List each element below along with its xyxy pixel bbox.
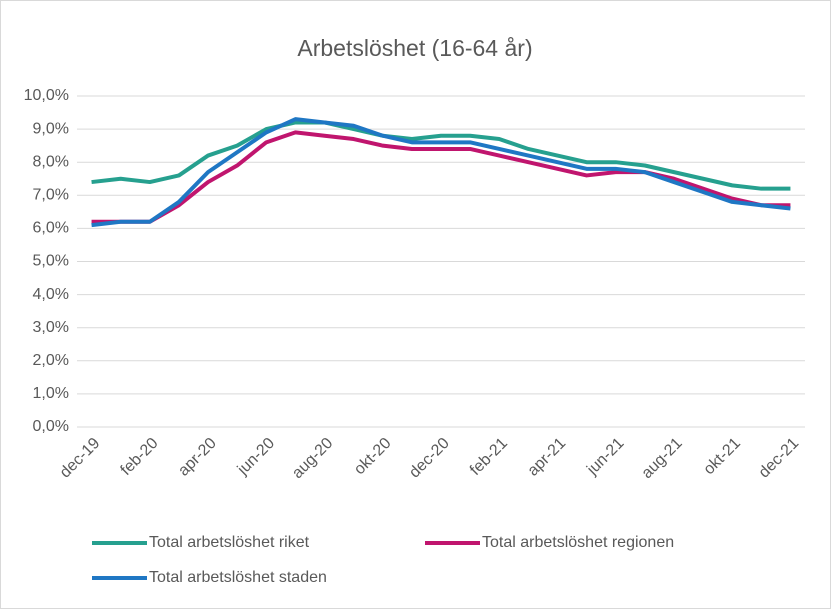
y-tick-label: 3,0% bbox=[33, 319, 69, 336]
y-tick-label: 8,0% bbox=[33, 153, 69, 170]
y-tick-label: 6,0% bbox=[33, 220, 69, 237]
chart-title: Arbetslöshet (16-64 år) bbox=[297, 35, 532, 61]
y-tick-label: 5,0% bbox=[33, 253, 69, 270]
y-tick-label: 9,0% bbox=[33, 120, 69, 137]
y-tick-label: 4,0% bbox=[33, 286, 69, 303]
y-tick-label: 2,0% bbox=[33, 352, 69, 369]
y-tick-label: 1,0% bbox=[33, 385, 69, 402]
y-tick-label: 7,0% bbox=[33, 187, 69, 204]
y-tick-label: 10,0% bbox=[24, 87, 69, 104]
series-line bbox=[91, 117, 791, 228]
legend-label: Total arbetslöshet regionen bbox=[482, 534, 674, 551]
legend-label: Total arbetslöshet riket bbox=[149, 534, 310, 551]
legend-label: Total arbetslöshet staden bbox=[149, 569, 327, 586]
series-line bbox=[91, 130, 791, 224]
y-tick-label: 0,0% bbox=[33, 418, 69, 435]
series-line bbox=[91, 120, 791, 191]
